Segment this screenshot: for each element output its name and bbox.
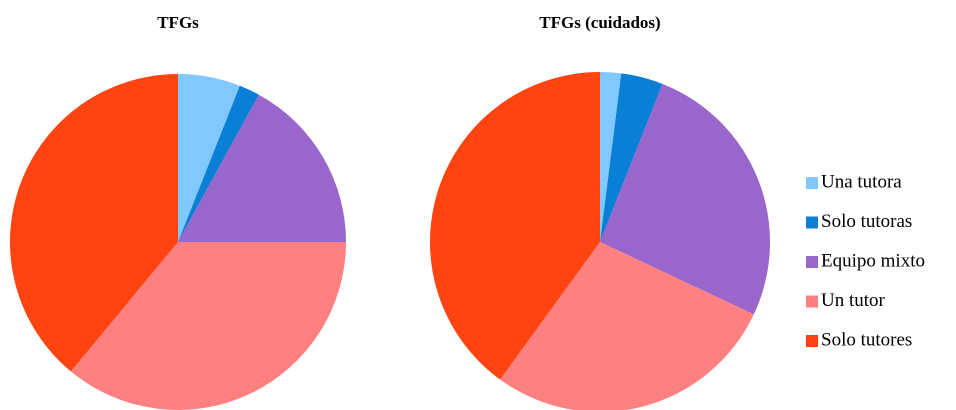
legend-label: Solo tutores [821,329,912,350]
legend-swatch [806,335,818,347]
legend-label: Equipo mixto [821,250,925,271]
legend-swatch [806,295,818,308]
chart-title: TFGs [157,13,199,32]
legend-swatch [806,256,818,268]
legend-label: Una tutora [821,171,902,192]
pie-slice [178,74,240,242]
legend-label: Un tutor [821,290,886,311]
legend-swatch [806,177,818,189]
pie-slice [600,73,663,242]
pie-slice [178,85,259,243]
legend-swatch [806,216,818,229]
pie-slice [9,74,178,372]
legend-label: Solo tutoras [821,211,912,232]
pie-slice [430,71,600,380]
pie-slice [178,94,346,242]
pie-slice [500,242,754,410]
pie-slice [70,242,346,410]
pie-slice [600,83,771,315]
chart-title: TFGs (cuidados) [539,13,660,32]
pie-slice [600,72,622,242]
